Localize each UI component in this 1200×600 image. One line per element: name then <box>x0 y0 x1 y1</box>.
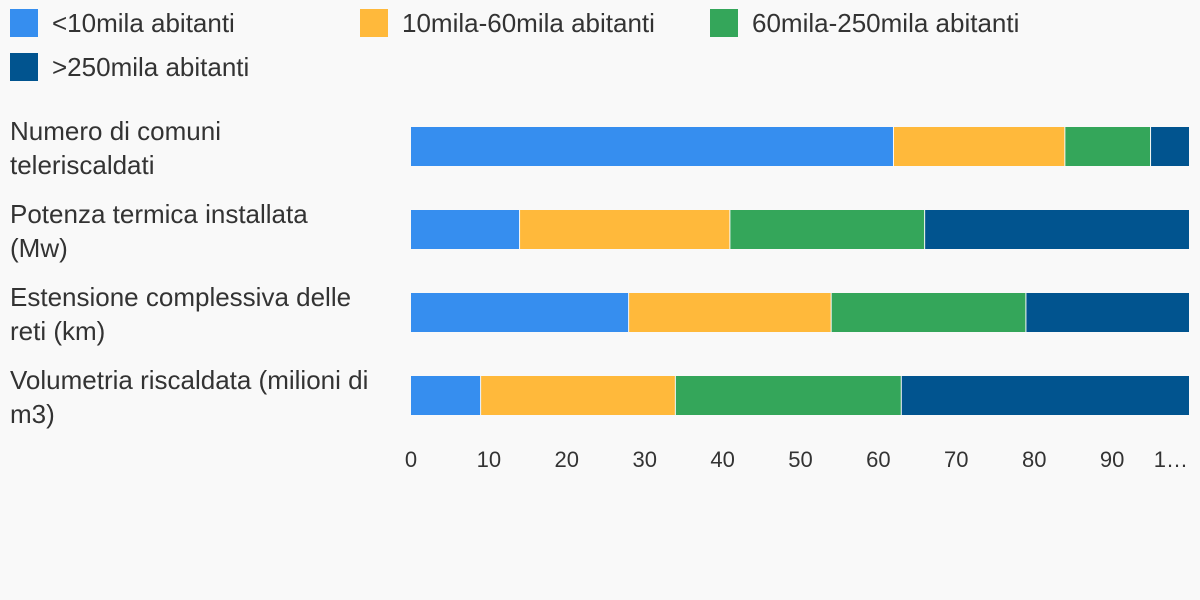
bar-segment-0-1[interactable] <box>893 127 1065 166</box>
legend-label-60k-250k: 60mila-250mila abitanti <box>752 8 1020 38</box>
bar-segment-3-2[interactable] <box>675 376 901 415</box>
category-label-2: Estensione complessiva delle reti (km) <box>10 282 351 346</box>
x-tick-label: 70 <box>944 447 968 472</box>
legend-item-60k-250k[interactable]: 60mila-250mila abitanti <box>710 8 1019 38</box>
legend-item-over-250k[interactable]: >250mila abitanti <box>10 52 249 82</box>
category-label-line: Potenza termica installata <box>10 199 308 229</box>
bar-segment-2-2[interactable] <box>831 293 1026 332</box>
category-label-line: teleriscaldati <box>10 150 155 180</box>
category-label-line: Estensione complessiva delle <box>10 282 351 312</box>
bar-segment-1-2[interactable] <box>730 210 925 249</box>
bar-segment-1-1[interactable] <box>520 210 730 249</box>
legend-swatch-over-250k <box>10 53 38 81</box>
bar-segment-0-3[interactable] <box>1151 127 1189 166</box>
category-label-line: Numero di comuni <box>10 116 221 146</box>
bar-segment-2-3[interactable] <box>1026 293 1189 332</box>
bar-segment-0-2[interactable] <box>1065 127 1151 166</box>
category-label-3: Volumetria riscaldata (milioni di m3) <box>10 365 368 429</box>
x-tick-label: 90 <box>1100 447 1124 472</box>
x-tick-label: 60 <box>866 447 890 472</box>
bar-segment-3-3[interactable] <box>901 376 1189 415</box>
category-label-line: (Mw) <box>10 233 68 263</box>
legend-swatch-under-10k <box>10 9 38 37</box>
x-tick-label: 0 <box>405 447 417 472</box>
bar-segment-2-1[interactable] <box>629 293 831 332</box>
x-tick-label: 1… <box>1154 447 1188 472</box>
bar-segment-1-3[interactable] <box>925 210 1189 249</box>
bar-segment-1-0[interactable] <box>411 210 520 249</box>
legend-swatch-10k-60k <box>360 9 388 37</box>
x-tick-label: 40 <box>710 447 734 472</box>
x-tick-label: 50 <box>788 447 812 472</box>
legend-item-10k-60k[interactable]: 10mila-60mila abitanti <box>360 8 655 38</box>
bars-group <box>411 127 1189 415</box>
legend-label-under-10k: <10mila abitanti <box>52 8 235 38</box>
bar-segment-2-0[interactable] <box>411 293 629 332</box>
category-label-line: Volumetria riscaldata (milioni di <box>10 365 368 395</box>
bar-segment-3-1[interactable] <box>481 376 675 415</box>
category-label-0: Numero di comuni teleriscaldati <box>10 116 221 180</box>
bar-segment-0-0[interactable] <box>411 127 893 166</box>
x-tick-label: 30 <box>632 447 656 472</box>
x-tick-label: 10 <box>477 447 501 472</box>
category-labels: Numero di comuni teleriscaldati Potenza te… <box>10 116 368 429</box>
legend-swatch-60k-250k <box>710 9 738 37</box>
legend-item-under-10k[interactable]: <10mila abitanti <box>10 8 235 38</box>
category-label-1: Potenza termica installata (Mw) <box>10 199 308 263</box>
x-axis-ticks: 0 10 20 30 40 50 60 70 80 90 1… <box>405 447 1188 472</box>
x-tick-label: 20 <box>555 447 579 472</box>
legend-label-over-250k: >250mila abitanti <box>52 52 250 82</box>
category-label-line: m3) <box>10 399 55 429</box>
category-label-line: reti (km) <box>10 316 105 346</box>
bar-segment-3-0[interactable] <box>411 376 481 415</box>
x-tick-label: 80 <box>1022 447 1046 472</box>
chart-legend: <10mila abitanti 10mila-60mila abitanti … <box>10 8 1190 88</box>
legend-label-10k-60k: 10mila-60mila abitanti <box>402 8 655 38</box>
